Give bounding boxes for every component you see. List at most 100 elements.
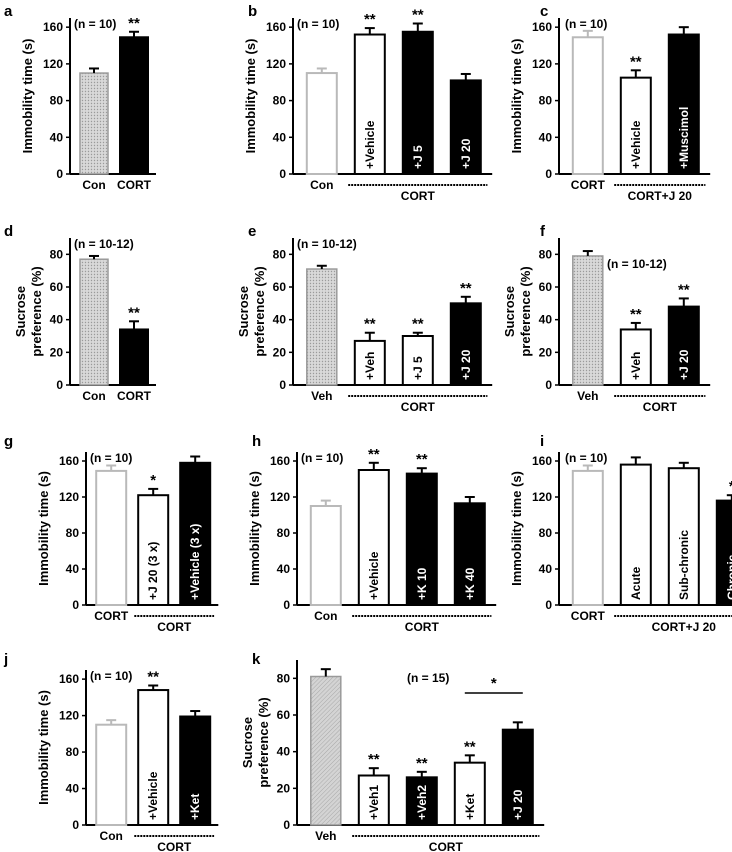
y-tick-label: 0 [545,167,552,181]
bar [405,776,438,826]
y-tick-label: 40 [277,562,291,576]
y-axis-label: Sucrosepreference (%) [502,266,533,356]
y-axis-label: Sucrosepreference (%) [13,266,44,356]
panel-letter-b: b [248,3,257,20]
y-tick-label: 80 [66,526,80,540]
x-tick-label: Con [314,609,337,623]
y-tick-label: 80 [539,247,553,261]
bar-label: Sub-chronic [677,530,691,600]
significance-marker: ** [464,738,476,755]
bar-label: +J 20 [511,789,525,820]
n-label: (n = 10) [565,17,607,31]
y-tick-label: 120 [43,57,63,71]
significance-marker: ** [128,304,140,321]
n-label: (n = 10-12) [74,237,134,251]
bar-label: +Veh [629,352,643,380]
panel-c: c 0 40 80 120 160 Immobility time (s) (n = 10) C… [509,3,711,203]
panel-letter-i: i [540,433,544,450]
y-tick-label: 80 [273,247,287,261]
group-label: CORT [157,840,192,852]
bracket-significance: * [491,675,497,692]
significance-marker: * [150,472,156,489]
y-tick-label: 0 [545,598,552,612]
x-tick-label: CORT [571,609,606,623]
y-tick-label: 40 [539,562,553,576]
y-axis-label: Immobility time (s) [247,471,262,586]
significance-marker: ** [128,15,140,32]
bar-label: +Veh [363,352,377,380]
significance-marker: ** [630,53,642,70]
bar [179,461,212,606]
y-tick-label: 20 [539,345,553,359]
bar-label: +J 5 [411,356,425,380]
y-axis-label: Immobility time (s) [36,471,51,586]
bar [357,774,390,826]
panel-letter-d: d [4,223,13,240]
bar-label: +K 40 [463,567,477,600]
significance-marker: ** [412,316,424,333]
bar-label: +J 20 [459,349,473,380]
panel-a: a 0 40 80 120 160 Immobility time (s) (n = 10) C… [4,3,156,192]
y-axis-label: Immobility time (s) [509,471,524,586]
x-tick-label: CORT [117,178,152,192]
bar-label: Acute [629,566,643,600]
y-tick-label: 40 [273,130,287,144]
panel-letter-f: f [540,223,546,240]
y-tick-label: 60 [50,280,64,294]
bar-label: +Veh2 [415,785,429,820]
x-tick-label: CORT [117,389,152,403]
bar [501,728,534,827]
n-label: (n = 15) [407,671,449,685]
y-tick-label: 40 [539,313,553,327]
y-tick-label: 120 [532,490,552,504]
bar [79,72,109,175]
panel-letter-e: e [248,223,256,240]
bar-label: +K 10 [415,567,429,600]
bar [449,302,482,387]
bar [401,335,434,386]
bar-label: +Ket [188,794,202,820]
y-axis-label: Immobility time (s) [20,39,35,154]
significance-marker: ** [368,751,380,768]
y-tick-label: 40 [66,562,80,576]
panel-e: e 0 20 40 60 80 Sucrosepreference (%) (n = 10-1… [236,223,493,414]
y-tick-label: 120 [266,57,286,71]
bar-label: +J 20 [677,349,691,380]
y-axis-label: Immobility time (s) [36,690,51,805]
significance-marker: ** [364,316,376,333]
y-tick-label: 40 [50,313,64,327]
bar [305,72,338,175]
y-tick-label: 80 [277,526,291,540]
bar [119,36,149,176]
y-tick-label: 80 [539,94,553,108]
bar-label: +Ket [463,794,477,820]
y-tick-label: 40 [539,130,553,144]
y-tick-label: 120 [59,490,79,504]
x-tick-label: CORT [571,178,606,192]
y-axis-label: Immobility time (s) [509,39,524,154]
significance-marker: * [729,478,732,495]
y-tick-label: 160 [266,20,286,34]
bar-label: +Vehicle [629,120,643,169]
y-tick-label: 60 [277,708,291,722]
panel-k: k 0 20 40 60 80 Sucrosepreference (%) (n = 15) V… [240,651,545,852]
bar [306,268,338,386]
y-tick-label: 120 [270,490,290,504]
y-tick-label: 80 [50,247,64,261]
y-tick-label: 60 [539,280,553,294]
group-label: CORT [429,840,464,852]
y-tick-label: 0 [279,167,286,181]
y-tick-label: 80 [539,526,553,540]
bar [572,255,604,386]
bar [79,258,109,386]
bar [619,328,652,387]
y-tick-label: 80 [273,94,287,108]
panel-letter-h: h [252,433,261,450]
x-tick-label: Veh [311,389,332,403]
y-tick-label: 80 [277,671,291,685]
panel-h: h 0 40 80 120 160 Immobility time (s) (n = 10) C… [247,433,497,634]
x-tick-label: Veh [315,829,336,843]
y-tick-label: 80 [50,94,64,108]
y-tick-label: 20 [50,345,64,359]
